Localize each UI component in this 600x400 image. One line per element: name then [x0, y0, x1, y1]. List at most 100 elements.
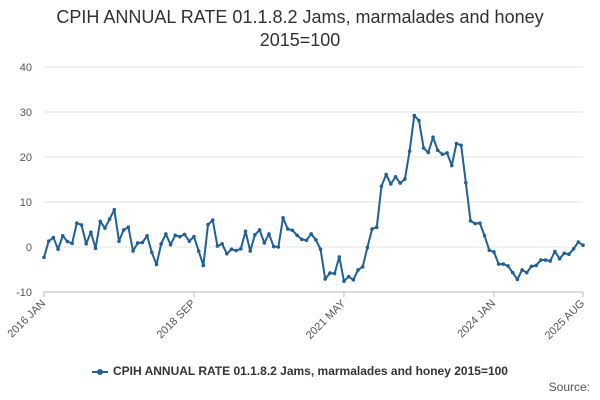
data-point[interactable] — [60, 233, 65, 238]
data-point[interactable] — [70, 241, 74, 246]
data-point[interactable] — [229, 247, 234, 252]
data-point[interactable] — [426, 150, 431, 155]
data-point[interactable] — [253, 233, 257, 237]
data-point[interactable] — [393, 175, 398, 179]
data-point[interactable] — [220, 242, 224, 246]
data-point[interactable] — [234, 248, 238, 253]
data-point[interactable] — [351, 278, 356, 282]
data-point[interactable] — [150, 250, 154, 255]
data-point[interactable] — [182, 232, 187, 237]
data-point[interactable] — [506, 264, 510, 268]
data-point[interactable] — [374, 225, 379, 229]
data-point[interactable] — [534, 263, 538, 268]
data-point[interactable] — [323, 277, 328, 281]
data-point[interactable] — [140, 240, 145, 245]
data-point[interactable] — [520, 268, 524, 272]
data-point[interactable] — [210, 218, 215, 222]
data-point[interactable] — [365, 245, 370, 250]
data-point[interactable] — [285, 227, 290, 231]
data-point[interactable] — [576, 240, 581, 244]
legend[interactable]: CPIH ANNUAL RATE 01.1.8.2 Jams, marmalad… — [0, 364, 600, 378]
data-point[interactable] — [482, 233, 487, 238]
data-point[interactable] — [224, 251, 229, 256]
data-point[interactable] — [501, 262, 506, 266]
data-point[interactable] — [145, 233, 149, 238]
data-point[interactable] — [164, 232, 168, 236]
data-point[interactable] — [417, 118, 421, 123]
data-point[interactable] — [389, 182, 393, 186]
data-point[interactable] — [510, 270, 515, 275]
data-point[interactable] — [117, 239, 121, 243]
data-point[interactable] — [440, 152, 445, 157]
data-point[interactable] — [215, 244, 220, 248]
data-point[interactable] — [314, 238, 318, 242]
data-point[interactable] — [478, 221, 482, 225]
data-point[interactable] — [206, 222, 210, 227]
data-point[interactable] — [449, 163, 454, 168]
data-point[interactable] — [243, 229, 248, 234]
data-point[interactable] — [89, 230, 93, 234]
data-point[interactable] — [492, 250, 496, 254]
data-point[interactable] — [524, 270, 529, 275]
data-point[interactable] — [168, 242, 173, 247]
data-point[interactable] — [370, 227, 374, 231]
data-point[interactable] — [187, 239, 192, 243]
data-point[interactable] — [553, 249, 557, 254]
data-point[interactable] — [56, 247, 60, 252]
data-point[interactable] — [304, 238, 309, 243]
data-point[interactable] — [332, 271, 337, 276]
data-point[interactable] — [46, 239, 51, 243]
data-point[interactable] — [75, 221, 79, 225]
data-point[interactable] — [318, 247, 323, 252]
data-point[interactable] — [84, 242, 88, 246]
data-point[interactable] — [196, 249, 201, 253]
data-point[interactable] — [468, 219, 473, 223]
data-point[interactable] — [192, 234, 196, 239]
data-point[interactable] — [276, 245, 281, 249]
data-point[interactable] — [529, 264, 534, 269]
data-point[interactable] — [154, 262, 159, 267]
data-point[interactable] — [107, 217, 112, 221]
data-point[interactable] — [135, 241, 140, 245]
data-point[interactable] — [557, 256, 562, 261]
data-point[interactable] — [398, 181, 403, 185]
data-point[interactable] — [42, 255, 46, 260]
data-point[interactable] — [435, 148, 440, 153]
data-point[interactable] — [539, 258, 543, 262]
data-point[interactable] — [384, 172, 388, 177]
data-point[interactable] — [295, 233, 299, 238]
data-point[interactable] — [159, 242, 163, 246]
data-point[interactable] — [342, 279, 346, 284]
data-point[interactable] — [201, 263, 206, 268]
data-point[interactable] — [309, 232, 313, 236]
data-point[interactable] — [567, 252, 571, 256]
data-point[interactable] — [379, 184, 384, 189]
data-point[interactable] — [403, 177, 407, 181]
data-point[interactable] — [98, 219, 103, 224]
data-point[interactable] — [65, 239, 70, 244]
data-point[interactable] — [412, 113, 417, 118]
data-point[interactable] — [126, 225, 131, 229]
data-point[interactable] — [356, 268, 360, 272]
data-point[interactable] — [173, 233, 178, 238]
data-point[interactable] — [487, 248, 492, 252]
data-point[interactable] — [248, 249, 253, 253]
data-point[interactable] — [93, 246, 98, 251]
data-point[interactable] — [515, 277, 520, 282]
data-point[interactable] — [51, 235, 56, 240]
data-point[interactable] — [262, 241, 267, 245]
data-point[interactable] — [581, 243, 585, 247]
data-point[interactable] — [299, 237, 304, 242]
data-point[interactable] — [543, 258, 548, 262]
data-point[interactable] — [445, 151, 449, 155]
data-point[interactable] — [257, 228, 262, 232]
data-point[interactable] — [178, 234, 182, 239]
data-point[interactable] — [459, 143, 463, 148]
data-point[interactable] — [337, 255, 342, 259]
data-point[interactable] — [454, 141, 459, 146]
data-point[interactable] — [79, 223, 84, 227]
data-point[interactable] — [346, 274, 351, 279]
data-point[interactable] — [473, 221, 478, 226]
data-point[interactable] — [267, 232, 271, 236]
data-point[interactable] — [271, 244, 276, 249]
